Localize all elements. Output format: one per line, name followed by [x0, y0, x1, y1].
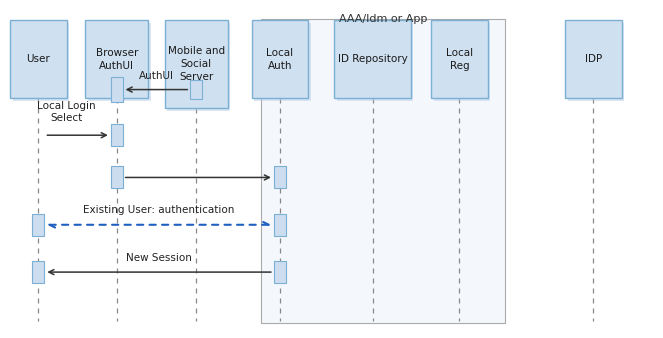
Text: Local Login
Select: Local Login Select	[37, 101, 95, 123]
Bar	[32, 261, 44, 283]
Text: New Session: New Session	[126, 253, 192, 263]
Text: Browser
AuthUI: Browser AuthUI	[95, 48, 138, 71]
Bar	[165, 20, 228, 108]
Bar	[167, 23, 231, 111]
Text: AAA/Idm or App: AAA/Idm or App	[339, 14, 428, 24]
Bar	[32, 214, 44, 236]
Bar	[434, 23, 490, 101]
Bar	[88, 23, 151, 101]
Bar	[111, 77, 123, 102]
Bar	[431, 20, 487, 98]
Text: ID Repository: ID Repository	[337, 54, 408, 64]
Text: Local
Auth: Local Auth	[267, 48, 293, 71]
Bar	[274, 214, 286, 236]
Bar	[85, 20, 149, 98]
Bar	[335, 20, 411, 98]
Bar	[111, 166, 123, 189]
Text: Mobile and
Social
Server: Mobile and Social Server	[168, 46, 225, 82]
Text: Local
Reg: Local Reg	[446, 48, 473, 71]
Text: AuthUI: AuthUI	[139, 71, 174, 81]
Bar	[261, 19, 505, 323]
Bar	[190, 80, 202, 99]
Bar	[565, 20, 622, 98]
Bar	[274, 261, 286, 283]
Bar	[11, 20, 66, 98]
Text: IDP: IDP	[585, 54, 602, 64]
Text: Existing User: authentication: Existing User: authentication	[84, 204, 235, 215]
Bar	[568, 23, 625, 101]
Bar	[337, 23, 414, 101]
Bar	[252, 20, 308, 98]
Bar	[111, 124, 123, 146]
Bar	[13, 23, 70, 101]
Bar	[274, 166, 286, 189]
Text: User: User	[27, 54, 50, 64]
Bar	[255, 23, 310, 101]
